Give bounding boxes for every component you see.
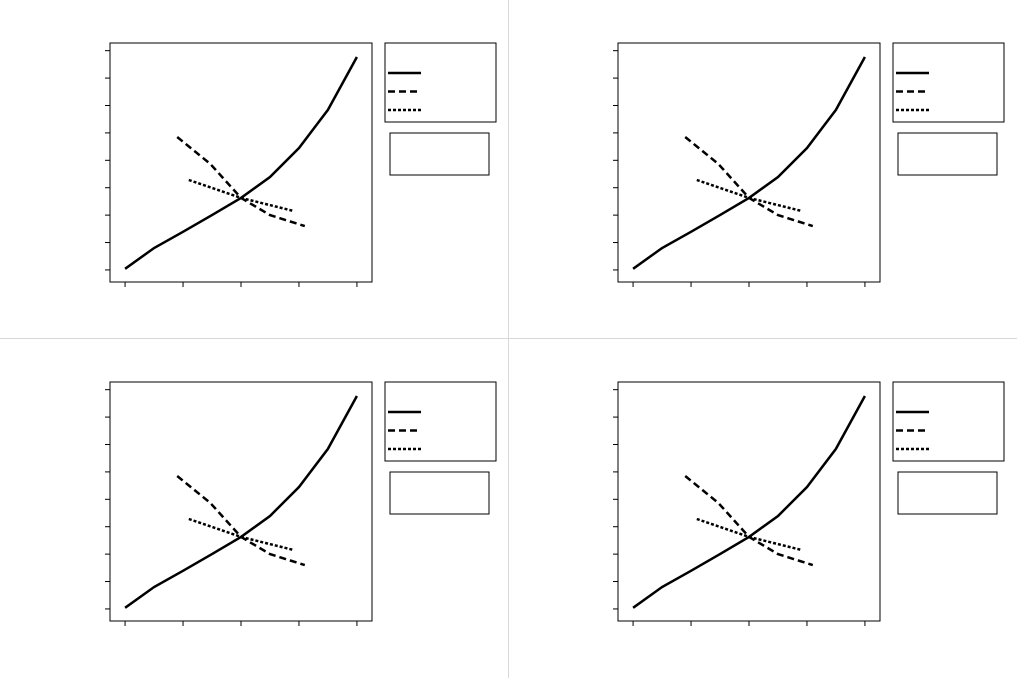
series-line (632, 56, 866, 270)
legend-box (892, 42, 1005, 123)
legend-box (892, 381, 1005, 462)
series-line (124, 395, 358, 609)
plot-area (109, 42, 373, 283)
series-line (696, 517, 803, 552)
empty-box (389, 132, 490, 176)
series-line (188, 517, 295, 552)
series-line (188, 178, 295, 213)
series-line (632, 395, 866, 609)
plot-area (617, 381, 881, 622)
legend-box (384, 42, 497, 123)
empty-box (897, 471, 998, 515)
empty-box (389, 471, 490, 515)
series-line (124, 56, 358, 270)
legend-box (384, 381, 497, 462)
plot-area (617, 42, 881, 283)
series-line (696, 178, 803, 213)
plot-area (109, 381, 373, 622)
empty-box (897, 132, 998, 176)
